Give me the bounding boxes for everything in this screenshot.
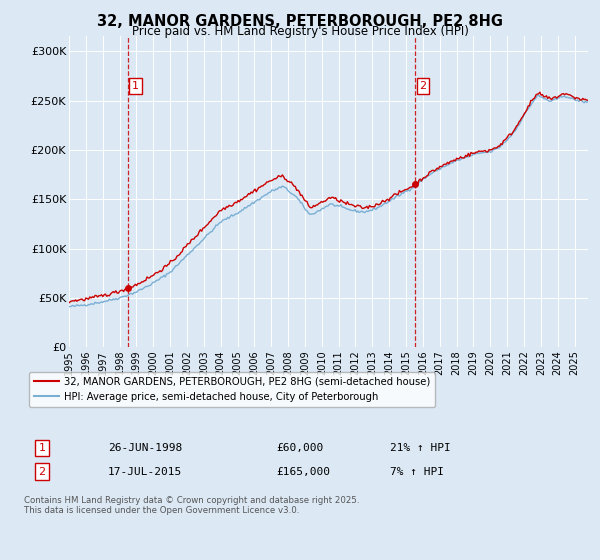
Legend: 32, MANOR GARDENS, PETERBOROUGH, PE2 8HG (semi-detached house), HPI: Average pri: 32, MANOR GARDENS, PETERBOROUGH, PE2 8HG… xyxy=(29,372,435,407)
Text: 2: 2 xyxy=(38,466,46,477)
Text: 26-JUN-1998: 26-JUN-1998 xyxy=(108,443,182,453)
Text: 21% ↑ HPI: 21% ↑ HPI xyxy=(390,443,451,453)
Text: 32, MANOR GARDENS, PETERBOROUGH, PE2 8HG: 32, MANOR GARDENS, PETERBOROUGH, PE2 8HG xyxy=(97,14,503,29)
Text: £60,000: £60,000 xyxy=(276,443,323,453)
Text: Price paid vs. HM Land Registry's House Price Index (HPI): Price paid vs. HM Land Registry's House … xyxy=(131,25,469,38)
Text: 17-JUL-2015: 17-JUL-2015 xyxy=(108,466,182,477)
Text: £165,000: £165,000 xyxy=(276,466,330,477)
Text: 1: 1 xyxy=(38,443,46,453)
Text: 1: 1 xyxy=(132,81,139,91)
Text: 2: 2 xyxy=(419,81,427,91)
Text: 7% ↑ HPI: 7% ↑ HPI xyxy=(390,466,444,477)
Text: Contains HM Land Registry data © Crown copyright and database right 2025.
This d: Contains HM Land Registry data © Crown c… xyxy=(24,496,359,515)
